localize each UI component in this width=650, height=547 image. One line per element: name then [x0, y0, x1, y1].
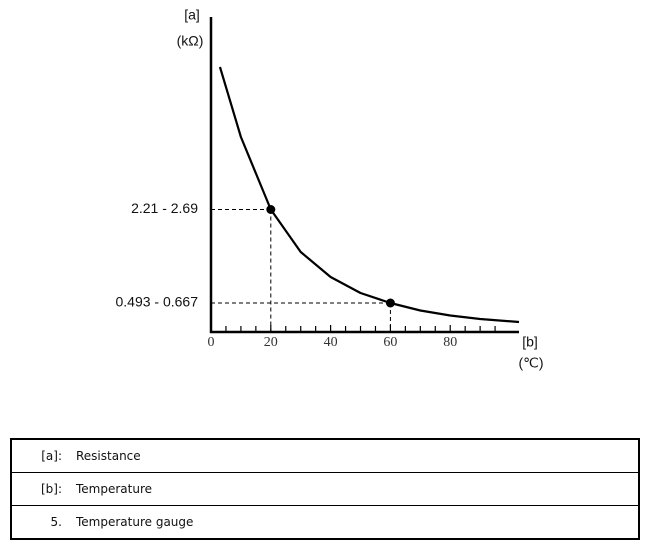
row-text: Temperature: [76, 472, 639, 506]
row-key: [b]:: [11, 472, 76, 506]
x-tick-label: 20: [264, 335, 278, 350]
y-tick-label: 0.493 - 0.667: [115, 294, 198, 310]
x-tick-label: 80: [443, 335, 457, 350]
point-marker: [266, 205, 276, 214]
row-key: 5.: [11, 505, 76, 540]
x-tick-label: 0: [208, 335, 215, 350]
legend-table: [a]: Resistance [b]: Temperature 5. Temperatu…: [10, 438, 640, 540]
x-axis-label: [b]: [522, 334, 538, 350]
curve: [218, 66, 520, 324]
x-axis-unit: (℃): [518, 355, 543, 371]
y-axis-unit: (kΩ): [177, 33, 204, 49]
chart: [a] (kΩ) [b] (℃) 0 20 40 60 80 2.21 - 2.69 0.4…: [115, 7, 543, 371]
row-key: [a]:: [11, 438, 76, 473]
table-row: [a]: Resistance: [11, 438, 639, 473]
table-row: [b]: Temperature: [11, 472, 639, 506]
table-row: 5. Temperature gauge: [11, 505, 639, 540]
row-text: Resistance: [76, 438, 639, 473]
y-tick-label: 2.21 - 2.69: [131, 200, 198, 216]
y-axis-label: [a]: [184, 7, 200, 23]
x-tick-label: 60: [383, 335, 397, 350]
point-marker: [385, 298, 395, 308]
x-tick-label: 40: [324, 335, 338, 350]
row-text: Temperature gauge: [76, 505, 639, 540]
